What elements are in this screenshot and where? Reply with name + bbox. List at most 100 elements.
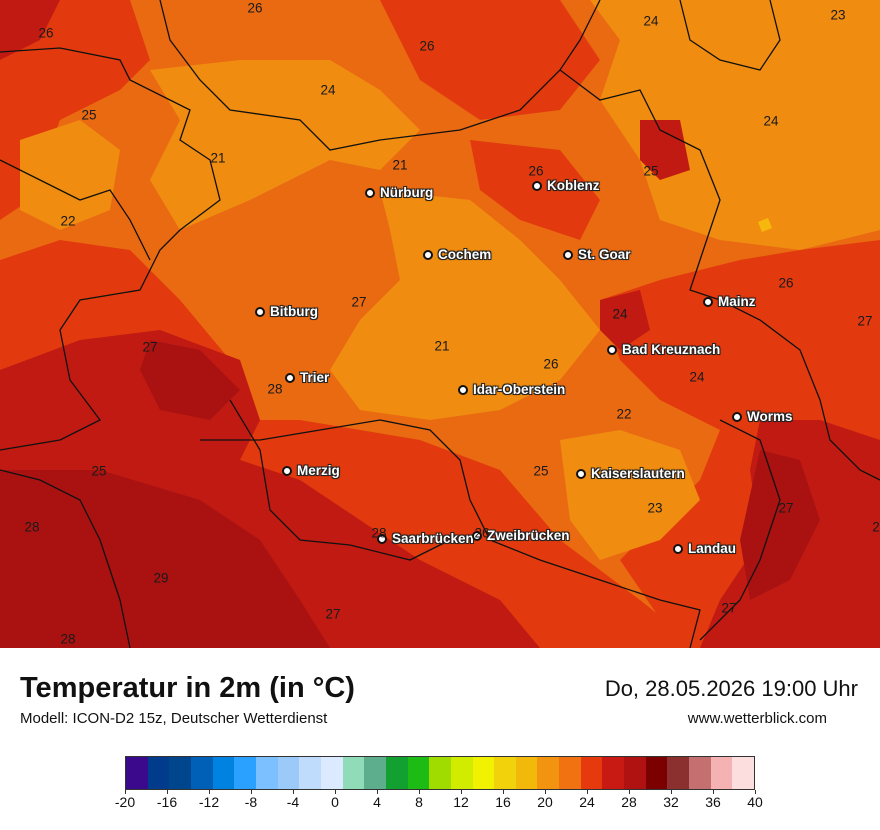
city-marker: Idar-Oberstein	[458, 382, 565, 397]
state-border-bw	[699, 419, 781, 641]
legend-tick-mark	[713, 790, 714, 794]
temperature-value: 24	[643, 13, 659, 29]
legend-tick-label: 0	[331, 794, 339, 810]
city-label: Idar-Oberstein	[473, 382, 566, 397]
state-border-hessen	[559, 69, 880, 481]
temperature-value: 2	[872, 519, 880, 535]
temperature-value: 24	[689, 369, 705, 385]
city-dot-icon	[285, 372, 295, 383]
city-label: Worms	[747, 409, 793, 424]
legend-tick-mark	[209, 790, 210, 794]
legend-swatch	[342, 757, 365, 789]
page-title: Temperatur in 2m (in °C)	[20, 672, 355, 704]
legend-swatch	[190, 757, 213, 789]
city-label: Zweibrücken	[487, 528, 570, 543]
city-dot-icon	[673, 543, 683, 554]
legend-tick-mark	[671, 790, 672, 794]
legend-tick-mark	[335, 790, 336, 794]
legend-swatch	[169, 757, 191, 789]
temperature-value: 24	[612, 306, 628, 322]
legend-tick-label: -4	[286, 794, 300, 810]
city-marker: Landau	[673, 541, 736, 556]
city-dot-icon	[282, 465, 292, 476]
model-subtitle: Modell: ICON-D2 15z, Deutscher Wetterdie…	[20, 710, 328, 727]
legend-tick-label: -20	[114, 794, 136, 810]
city-label: Koblenz	[547, 178, 600, 193]
legend-tick-label: 40	[747, 794, 763, 810]
temperature-value: 28	[267, 381, 283, 397]
national-border-south	[0, 469, 131, 648]
national-border-west	[0, 47, 221, 451]
legend-tick-label: -8	[244, 794, 258, 810]
city-dot-icon	[377, 533, 387, 544]
legend-tick-label: 12	[453, 794, 469, 810]
city-marker: Trier	[285, 370, 329, 385]
legend-swatch	[364, 757, 386, 789]
temperature-value: 25	[91, 463, 107, 479]
legend-swatch	[299, 757, 321, 789]
zone-20-22-south	[560, 430, 700, 560]
city-marker: Cochem	[423, 247, 491, 262]
state-border-saar	[200, 419, 701, 648]
legend-swatch	[385, 757, 408, 789]
legend-tick-label: -12	[198, 794, 220, 810]
legend-swatch	[212, 757, 235, 789]
temperature-value: 25	[81, 107, 97, 123]
temperature-value: 26	[474, 525, 490, 541]
city-dot-icon	[458, 384, 468, 395]
zone-24-26-north	[380, 0, 600, 120]
city-marker: Bitburg	[255, 304, 318, 319]
legend-tick-mark	[461, 790, 462, 794]
zone-28-30-trier	[140, 340, 240, 420]
legend-swatch	[126, 757, 148, 789]
legend-tick-label: 8	[415, 794, 423, 810]
legend-swatch	[147, 757, 170, 789]
legend-tick-mark	[503, 790, 504, 794]
legend-tick-label: 28	[621, 794, 637, 810]
city-marker: Kaiserslautern	[576, 466, 685, 481]
legend-swatch	[689, 757, 711, 789]
temperature-value: 27	[778, 500, 794, 516]
legend-tick-label: 16	[495, 794, 511, 810]
city-dot-icon	[365, 187, 375, 198]
legend-swatch	[234, 757, 256, 789]
legend-swatch	[559, 757, 581, 789]
legend-tick-mark	[545, 790, 546, 794]
zone-20-22-center	[330, 190, 600, 420]
legend-swatch	[602, 757, 625, 789]
temperature-value: 26	[247, 0, 263, 16]
legend-tick-mark	[251, 790, 252, 794]
temperature-value: 26	[38, 25, 54, 41]
legend-swatch	[407, 757, 430, 789]
legend-tick-mark	[377, 790, 378, 794]
legend-swatch	[645, 757, 668, 789]
forecast-datetime: Do, 28.05.2026 19:00 Uhr	[604, 676, 858, 701]
legend-tick-mark	[629, 790, 630, 794]
footer: Temperatur in 2m (in °C) Modell: ICON-D2…	[0, 648, 880, 830]
city-dot-icon	[563, 249, 573, 260]
temperature-value: 27	[857, 313, 873, 329]
legend-swatch	[667, 757, 690, 789]
temperature-value: 23	[647, 500, 663, 516]
zone-20-22-northeast	[590, 0, 880, 250]
city-dot-icon	[532, 180, 542, 191]
temperature-value: 28	[60, 631, 76, 647]
city-label: St. Goar	[578, 247, 631, 262]
city-label: Cochem	[438, 247, 492, 262]
legend-tick-label: 20	[537, 794, 553, 810]
city-marker: Nürburg	[365, 185, 433, 200]
temperature-value: 29	[153, 570, 169, 586]
city-label: Merzig	[297, 463, 340, 478]
city-marker: Saarbrücken	[377, 531, 474, 546]
temperature-value: 22	[60, 213, 76, 229]
legend-swatch	[515, 757, 538, 789]
city-label: Nürburg	[380, 185, 434, 200]
zone-26-28-center	[600, 290, 650, 350]
website-link[interactable]: www.wetterblick.com	[687, 710, 827, 727]
city-label: Bitburg	[270, 304, 318, 319]
temperature-map: Nürburg Koblenz Cochem St. Goar Bitburg Mainz…	[0, 0, 880, 648]
zone-28-30-southwest	[0, 470, 330, 648]
city-dot-icon	[703, 296, 713, 307]
state-border-nrw	[159, 0, 601, 151]
temperature-value: 26	[778, 275, 794, 291]
